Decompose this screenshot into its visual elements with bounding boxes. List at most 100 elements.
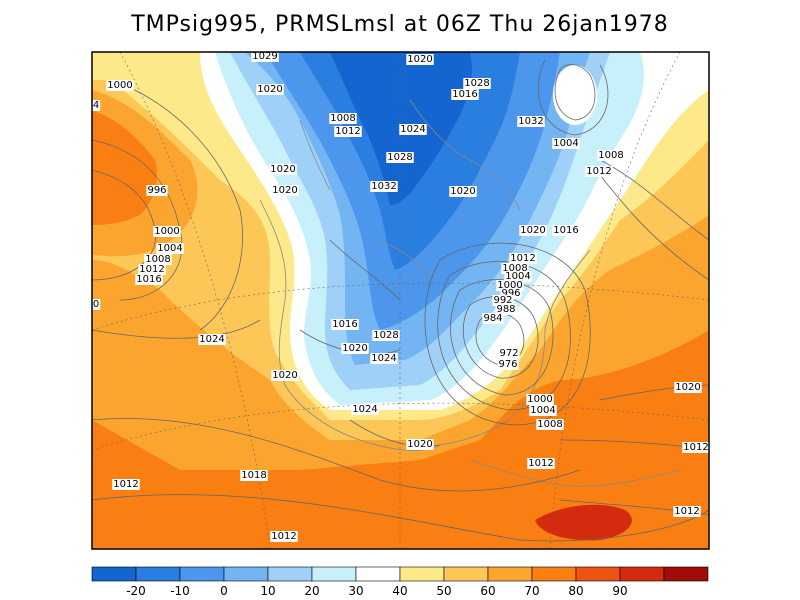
isobar-label-bg bbox=[527, 458, 555, 469]
temperature-field bbox=[92, 52, 709, 549]
isobar-label-bg bbox=[153, 226, 181, 237]
isobar-label: 1020 bbox=[272, 370, 297, 381]
isobar-label-bg bbox=[406, 54, 434, 65]
isobar-label-bg bbox=[270, 531, 298, 542]
isobar-label-bg bbox=[597, 150, 625, 161]
colorbar-swatch bbox=[487, 566, 533, 582]
isobar-label-bg bbox=[682, 442, 710, 453]
isobar-label-bg bbox=[370, 181, 398, 192]
isobar-label: 1016 bbox=[136, 274, 161, 285]
isobar-label-bg bbox=[449, 186, 477, 197]
colorbar-swatch bbox=[267, 566, 313, 582]
isobar-label-bg bbox=[198, 334, 226, 345]
isobar-label-bg bbox=[135, 274, 163, 285]
colorbar-swatch bbox=[443, 566, 489, 582]
isobar-label-bg bbox=[496, 280, 524, 291]
coastlines bbox=[259, 99, 681, 487]
isobar-label: 1029 bbox=[252, 51, 277, 62]
isobar-label-bg bbox=[673, 506, 701, 517]
isobar-label-bg bbox=[509, 253, 537, 264]
isobar-label-bg bbox=[271, 185, 299, 196]
colorbar: -20 -10 0 10 20 30 40 50 60 70 80 90 bbox=[91, 566, 709, 598]
isobar-label-bg bbox=[334, 126, 362, 137]
colorbar-swatch bbox=[135, 566, 181, 582]
colorbar-label: 0 bbox=[220, 584, 228, 598]
colorbar-label: 40 bbox=[392, 584, 407, 598]
isobar-label-bg bbox=[386, 152, 414, 163]
isobar-label: 1028 bbox=[387, 152, 412, 163]
isobar-label-bg bbox=[501, 263, 529, 274]
isobar-label-bg bbox=[138, 264, 166, 275]
isobar-label-bg bbox=[370, 353, 398, 364]
isobar-label-bg bbox=[526, 394, 554, 405]
isobar-label-bg bbox=[240, 470, 268, 481]
colorbar-label: 80 bbox=[568, 584, 583, 598]
isobar-label-bg bbox=[256, 84, 284, 95]
isobar-label-bg bbox=[536, 419, 564, 430]
isobar-label-bg bbox=[146, 185, 168, 196]
isobar-label: 1008 bbox=[145, 254, 170, 265]
temp-band-80-90-gulf bbox=[535, 504, 632, 541]
colorbar-swatch bbox=[311, 566, 357, 582]
isobar-label-bg bbox=[372, 330, 400, 341]
isobar-label: 1020 bbox=[342, 343, 367, 354]
isobar-label: 976 bbox=[498, 359, 517, 370]
isobar-label: 1016 bbox=[452, 89, 477, 100]
colorbar-swatch bbox=[619, 566, 665, 582]
isobar-label-bg bbox=[498, 348, 520, 359]
isobar-label: 1020 bbox=[407, 439, 432, 450]
isobar-label: 1020 bbox=[520, 225, 545, 236]
isobar-label-bg bbox=[519, 225, 547, 236]
colorbar-swatch bbox=[663, 566, 709, 582]
isobar-label: 1012 bbox=[113, 479, 138, 490]
colorbar-swatch bbox=[355, 566, 401, 582]
isobar-label: 4 bbox=[93, 100, 99, 111]
isobar-label-bg bbox=[451, 89, 479, 100]
isobar-label-bg bbox=[269, 164, 297, 175]
isobar-label-bg bbox=[504, 271, 532, 282]
isobar-label: 1000 bbox=[497, 280, 522, 291]
isobar-label: 1032 bbox=[371, 181, 396, 192]
isobar-label: 1024 bbox=[400, 124, 425, 135]
isobar-label-bg bbox=[399, 124, 427, 135]
colorbar-label: -10 bbox=[170, 584, 190, 598]
isobar-label: 1020 bbox=[270, 164, 295, 175]
colorbar-label: 60 bbox=[480, 584, 495, 598]
isobar-label: 1020 bbox=[450, 186, 475, 197]
isobar-label: 1008 bbox=[537, 419, 562, 430]
isobar-label-bg bbox=[529, 405, 557, 416]
isobar-label: 1000 bbox=[527, 394, 552, 405]
isobar-label: 1012 bbox=[528, 458, 553, 469]
isobar-label: 1008 bbox=[330, 113, 355, 124]
isobar-label-bg bbox=[482, 313, 504, 324]
isobar-label: 988 bbox=[496, 304, 515, 315]
colorbar-swatch bbox=[531, 566, 577, 582]
isobar-label: 1020 bbox=[257, 84, 282, 95]
isobar-label: 996 bbox=[501, 288, 520, 299]
isobar-label-bg bbox=[406, 439, 434, 450]
isobar-label: 1012 bbox=[271, 531, 296, 542]
isobar-label: 1012 bbox=[139, 264, 164, 275]
isobar-label-bg bbox=[517, 116, 545, 127]
map-frame bbox=[91, 51, 710, 550]
colorbar-label: 10 bbox=[260, 584, 275, 598]
isobar-label: 996 bbox=[147, 185, 166, 196]
colorbar-swatch bbox=[179, 566, 225, 582]
temp-band-70-80-west bbox=[92, 110, 157, 225]
isobar-label-bg bbox=[144, 254, 172, 265]
isobar-label-bg bbox=[463, 78, 491, 89]
isobar-label: 1020 bbox=[675, 382, 700, 393]
isobar-label-bg bbox=[497, 359, 519, 370]
isobar-label: 972 bbox=[499, 348, 518, 359]
isobar-label: 1000 bbox=[107, 80, 132, 91]
isobar-label: 1012 bbox=[335, 126, 360, 137]
isobar-label-bg bbox=[341, 343, 369, 354]
isobar-label: 1012 bbox=[586, 166, 611, 177]
isobar-label-bg bbox=[251, 51, 279, 62]
colorbar-label: 30 bbox=[348, 584, 363, 598]
colorbar-swatch bbox=[223, 566, 269, 582]
isobar-label-bg bbox=[585, 166, 613, 177]
isobar-label-bg bbox=[329, 113, 357, 124]
isobar-label: 1004 bbox=[505, 271, 530, 282]
isobar-label-bg bbox=[552, 225, 580, 236]
